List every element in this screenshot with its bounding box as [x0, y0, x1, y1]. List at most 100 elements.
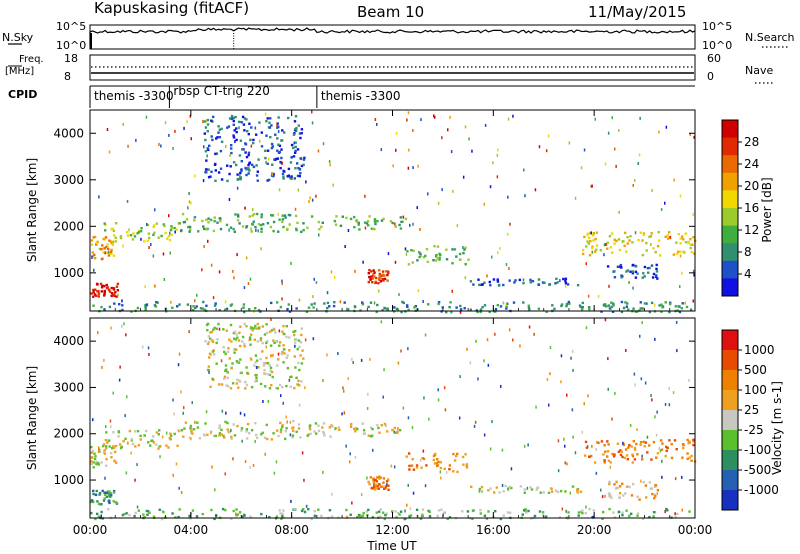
data-cell: [171, 512, 174, 515]
data-cell: [213, 326, 216, 330]
data-cell: [284, 437, 287, 441]
data-cell: [181, 212, 185, 216]
data-cell: [254, 354, 258, 357]
data-cell: [470, 485, 473, 488]
noise-cell: [224, 300, 227, 304]
data-cell: [109, 240, 113, 244]
data-cell: [288, 310, 292, 313]
data-cell: [403, 517, 406, 521]
data-cell: [202, 300, 205, 304]
data-cell: [113, 489, 116, 493]
noise-cell: [658, 446, 660, 450]
data-cell: [535, 488, 538, 491]
data-cell: [628, 514, 631, 518]
colorbar-tick-label: 24: [744, 157, 759, 171]
data-cell: [299, 172, 302, 175]
noise-cell: [404, 247, 407, 251]
data-cell: [371, 277, 375, 280]
noise-cell: [581, 430, 584, 434]
noise-cell: [402, 406, 405, 410]
data-cell: [207, 335, 210, 338]
data-cell: [242, 123, 246, 126]
data-cell: [650, 264, 654, 267]
data-cell: [369, 435, 373, 438]
data-cell: [111, 227, 114, 231]
data-cell: [580, 308, 584, 311]
data-cell: [229, 165, 232, 168]
data-cell: [644, 484, 648, 487]
data-cell: [382, 511, 385, 514]
data-cell: [466, 510, 470, 513]
noise-cell: [367, 392, 369, 396]
data-cell: [297, 166, 300, 170]
data-cell: [545, 515, 548, 518]
data-cell: [130, 310, 133, 313]
data-cell: [264, 156, 267, 160]
data-cell: [631, 263, 635, 267]
data-cell: [102, 251, 105, 254]
data-cell: [258, 121, 261, 124]
noise-cell: [591, 250, 593, 254]
data-cell: [357, 221, 360, 224]
data-cell: [243, 513, 246, 517]
data-cell: [487, 489, 490, 492]
data-cell: [681, 235, 684, 238]
data-cell: [120, 445, 123, 449]
colorbar-swatch: [722, 330, 738, 351]
noise-cell: [205, 410, 208, 414]
noise-cell: [360, 493, 363, 497]
data-cell: [613, 483, 616, 486]
data-cell: [175, 228, 178, 231]
data-cell: [646, 267, 650, 270]
data-cell: [318, 228, 321, 231]
data-cell: [489, 284, 492, 287]
noise-cell: [571, 349, 574, 353]
colorbar-swatch: [722, 208, 738, 227]
data-cell: [281, 214, 284, 217]
data-cell: [257, 223, 261, 226]
noise-cell: [608, 284, 610, 288]
data-cell: [90, 462, 94, 466]
data-cell: [626, 236, 629, 239]
data-cell: [205, 168, 208, 171]
data-cell: [361, 515, 365, 519]
noise-cell: [141, 345, 144, 349]
noise-cell: [491, 255, 493, 259]
data-cell: [226, 126, 229, 129]
noise-cell: [565, 509, 567, 513]
data-cell: [297, 361, 300, 365]
data-cell: [577, 514, 580, 517]
data-cell: [396, 430, 399, 434]
data-cell: [260, 213, 263, 216]
data-cell: [613, 238, 616, 241]
data-cell: [380, 219, 384, 222]
noise-cell: [507, 117, 510, 121]
data-cell: [420, 514, 424, 517]
noise-cell: [650, 394, 652, 397]
data-cell: [372, 227, 375, 231]
data-cell: [220, 383, 224, 386]
data-cell: [523, 491, 526, 494]
data-cell: [289, 161, 293, 164]
noise-cell: [651, 398, 653, 402]
noise-cell: [444, 408, 447, 412]
data-cell: [296, 348, 299, 351]
data-cell: [182, 221, 186, 224]
data-cell: [510, 486, 513, 490]
data-cell: [98, 448, 101, 451]
data-cell: [210, 170, 213, 173]
data-cell: [112, 491, 116, 494]
data-cell: [628, 239, 631, 242]
data-cell: [211, 340, 215, 344]
noise-cell: [672, 391, 675, 395]
data-cell: [363, 221, 367, 224]
noise-cell: [501, 448, 504, 452]
noise-cell: [131, 437, 133, 441]
data-cell: [212, 328, 215, 331]
data-cell: [646, 451, 649, 454]
noise-cell: [364, 194, 366, 198]
data-cell: [469, 308, 472, 311]
noise-cell: [395, 131, 398, 135]
noise-cell: [523, 168, 525, 172]
data-cell: [114, 291, 117, 294]
